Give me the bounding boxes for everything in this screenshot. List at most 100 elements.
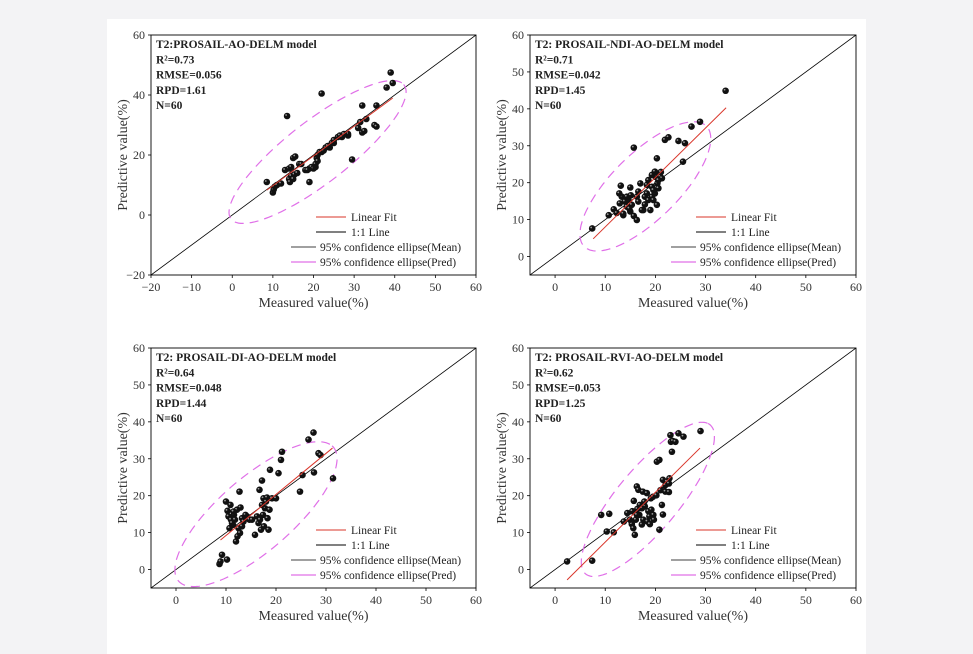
data-point-highlight xyxy=(225,508,228,511)
data-point-highlight xyxy=(641,517,644,520)
data-point xyxy=(617,182,625,189)
data-point xyxy=(265,526,272,533)
data-point-highlight xyxy=(262,524,264,527)
data-point xyxy=(655,184,662,192)
legend-label-2: 1:1 Line xyxy=(351,540,390,552)
data-point-highlight xyxy=(240,516,242,519)
data-point xyxy=(653,155,661,162)
data-point-highlight xyxy=(689,124,692,127)
data-point-highlight xyxy=(622,199,625,202)
linear-fit-line xyxy=(566,447,701,581)
y-tick-label: 10 xyxy=(133,526,145,540)
data-point-highlight xyxy=(654,493,657,496)
data-point-highlight xyxy=(319,91,322,94)
data-point-highlight xyxy=(384,85,387,88)
data-point-highlight xyxy=(243,512,246,515)
data-point xyxy=(348,156,356,163)
legend-label-2: 1:1 Line xyxy=(731,227,770,239)
data-point-highlight xyxy=(229,517,231,520)
data-point-highlight xyxy=(266,527,269,530)
data-point xyxy=(645,176,652,184)
x-tick-label: 60 xyxy=(850,280,862,294)
data-point-highlight xyxy=(635,507,638,509)
data-point xyxy=(373,123,380,130)
data-point-highlight xyxy=(645,519,648,522)
legend-label-3: 95% confidence ellipse(Mean) xyxy=(320,242,461,254)
plot-frame xyxy=(529,34,857,276)
data-point-highlight xyxy=(676,139,679,141)
data-point xyxy=(615,190,623,197)
data-point xyxy=(287,163,295,171)
data-point-highlight xyxy=(331,138,334,140)
y-tick-label: 60 xyxy=(133,28,145,42)
x-axis-label: Measured value(%) xyxy=(258,609,368,624)
annotation-sample-count: N=60 xyxy=(535,100,562,112)
data-point xyxy=(354,124,362,132)
data-point-highlight xyxy=(238,531,240,533)
data-point-highlight xyxy=(312,470,314,473)
data-point-highlight xyxy=(331,476,333,479)
data-point xyxy=(651,168,659,175)
data-point-highlight xyxy=(651,512,654,515)
data-point-highlight xyxy=(235,534,238,537)
data-point-highlight xyxy=(305,168,308,170)
data-point xyxy=(238,523,246,530)
data-point-highlight xyxy=(356,126,359,128)
data-point xyxy=(629,507,636,515)
data-point-highlight xyxy=(636,189,639,192)
y-axis-label: Predictive value(%) xyxy=(495,412,510,524)
data-point-highlight xyxy=(233,517,235,520)
legend: Linear Fit 1:1 Line 95% confidence ellipse… xyxy=(291,525,461,582)
data-point xyxy=(688,123,695,130)
data-point-highlight xyxy=(723,88,726,91)
data-point-highlight xyxy=(654,202,657,205)
data-point-highlight xyxy=(630,509,633,512)
data-point xyxy=(675,429,682,437)
x-tick-label: 20 xyxy=(649,280,661,294)
x-tick-label: 30 xyxy=(348,280,360,294)
data-point xyxy=(597,511,605,519)
data-point xyxy=(242,511,249,519)
legend-label-1: Linear Fit xyxy=(351,525,397,537)
data-point xyxy=(638,206,646,214)
data-point xyxy=(266,466,274,474)
x-tick-label: 60 xyxy=(850,593,862,607)
x-tick-label: −10 xyxy=(182,280,201,294)
data-point-highlight xyxy=(663,489,666,492)
x-tick-label: 40 xyxy=(750,593,762,607)
data-point xyxy=(722,87,729,95)
data-point-highlight xyxy=(311,430,314,433)
y-tick-label: 40 xyxy=(133,415,145,429)
data-point xyxy=(260,523,268,530)
y-tick-label: 40 xyxy=(512,102,524,116)
data-point-highlight xyxy=(639,208,642,210)
data-point xyxy=(646,520,654,528)
y-axis-label: Predictive value(%) xyxy=(116,99,131,211)
legend-label-3: 95% confidence ellipse(Mean) xyxy=(320,555,461,567)
data-point xyxy=(360,127,368,135)
x-tick-label: 10 xyxy=(220,593,232,607)
data-point xyxy=(656,526,663,533)
data-point-highlight xyxy=(258,517,260,520)
one-to-one-line xyxy=(151,348,476,588)
data-point-highlight xyxy=(289,165,292,167)
data-point xyxy=(638,504,646,512)
data-point xyxy=(305,436,312,443)
data-point-highlight xyxy=(388,70,391,73)
data-point-highlight xyxy=(681,159,683,162)
y-tick-label: 0 xyxy=(518,250,524,264)
data-point-highlight xyxy=(283,168,285,170)
legend: Linear Fit 1:1 Line 95% confidence ellipse… xyxy=(671,525,841,582)
data-point-highlight xyxy=(657,457,660,460)
y-tick-label: 60 xyxy=(133,341,145,355)
data-point-highlight xyxy=(646,198,649,200)
x-tick-label: 20 xyxy=(649,593,661,607)
y-tick-label: 0 xyxy=(518,563,524,577)
y-tick-label: 60 xyxy=(512,28,524,42)
annotation-rmse: RMSE=0.048 xyxy=(156,383,222,395)
x-tick-label: 50 xyxy=(800,593,812,607)
y-tick-label: 10 xyxy=(512,213,524,227)
data-point-highlight xyxy=(656,186,659,189)
data-point xyxy=(310,429,317,436)
data-point-highlight xyxy=(614,211,617,213)
